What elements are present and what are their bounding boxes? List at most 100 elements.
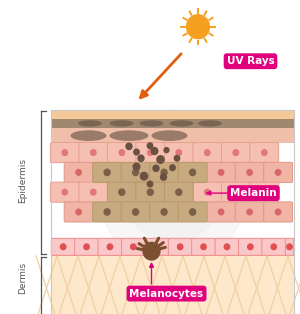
FancyBboxPatch shape: [264, 162, 292, 182]
Circle shape: [201, 244, 206, 250]
FancyBboxPatch shape: [168, 238, 192, 255]
Bar: [51, 128, 294, 143]
FancyBboxPatch shape: [250, 182, 279, 202]
FancyBboxPatch shape: [64, 162, 93, 182]
FancyBboxPatch shape: [264, 202, 292, 222]
Circle shape: [140, 172, 148, 180]
Circle shape: [161, 209, 167, 215]
Bar: [51, 110, 294, 314]
FancyBboxPatch shape: [250, 143, 279, 163]
Circle shape: [98, 110, 247, 267]
Circle shape: [170, 165, 175, 171]
Circle shape: [176, 150, 182, 155]
Circle shape: [84, 244, 89, 250]
Circle shape: [190, 169, 196, 176]
FancyBboxPatch shape: [193, 143, 222, 163]
Circle shape: [126, 143, 132, 149]
Ellipse shape: [198, 120, 222, 127]
Circle shape: [119, 150, 124, 155]
Circle shape: [91, 189, 96, 195]
Circle shape: [164, 148, 169, 153]
Circle shape: [154, 244, 160, 250]
FancyBboxPatch shape: [121, 162, 150, 182]
Bar: [51, 256, 294, 314]
Circle shape: [233, 189, 238, 195]
Circle shape: [143, 242, 160, 260]
FancyBboxPatch shape: [50, 143, 79, 163]
Circle shape: [131, 244, 136, 250]
FancyBboxPatch shape: [164, 182, 193, 202]
Circle shape: [147, 181, 153, 187]
Circle shape: [62, 189, 68, 195]
Ellipse shape: [152, 130, 188, 141]
FancyBboxPatch shape: [79, 182, 108, 202]
FancyBboxPatch shape: [235, 162, 264, 182]
FancyBboxPatch shape: [164, 143, 193, 163]
Circle shape: [122, 135, 224, 242]
Circle shape: [161, 169, 167, 176]
FancyBboxPatch shape: [145, 238, 169, 255]
Circle shape: [178, 244, 183, 250]
Circle shape: [157, 156, 164, 163]
Circle shape: [271, 244, 276, 250]
Text: Dermis: Dermis: [18, 262, 27, 294]
Circle shape: [153, 165, 159, 171]
Bar: [51, 110, 294, 119]
FancyBboxPatch shape: [207, 162, 236, 182]
FancyBboxPatch shape: [193, 182, 222, 202]
Ellipse shape: [169, 120, 194, 127]
Circle shape: [119, 189, 125, 195]
FancyBboxPatch shape: [215, 238, 239, 255]
Text: Epidermis: Epidermis: [18, 158, 27, 203]
Circle shape: [133, 169, 139, 176]
Circle shape: [62, 150, 68, 155]
Circle shape: [275, 170, 281, 175]
FancyBboxPatch shape: [235, 202, 264, 222]
Ellipse shape: [70, 130, 106, 141]
Text: Melanin: Melanin: [230, 188, 277, 198]
FancyBboxPatch shape: [98, 238, 122, 255]
FancyBboxPatch shape: [221, 143, 250, 163]
FancyBboxPatch shape: [50, 182, 79, 202]
Circle shape: [190, 209, 196, 215]
FancyBboxPatch shape: [150, 202, 178, 222]
Circle shape: [134, 149, 139, 155]
FancyBboxPatch shape: [221, 182, 250, 202]
FancyBboxPatch shape: [262, 238, 286, 255]
Circle shape: [147, 143, 153, 149]
FancyBboxPatch shape: [136, 182, 165, 202]
Circle shape: [262, 150, 267, 155]
Circle shape: [262, 189, 267, 195]
Bar: [51, 119, 294, 128]
FancyBboxPatch shape: [178, 202, 207, 222]
Circle shape: [151, 148, 158, 154]
Text: Melanocytes: Melanocytes: [129, 289, 204, 299]
Circle shape: [138, 155, 144, 161]
FancyBboxPatch shape: [285, 238, 294, 255]
Circle shape: [91, 150, 96, 155]
Circle shape: [218, 170, 224, 175]
Circle shape: [76, 170, 81, 175]
FancyBboxPatch shape: [207, 202, 236, 222]
Circle shape: [133, 209, 139, 215]
Circle shape: [224, 244, 230, 250]
Ellipse shape: [78, 120, 102, 127]
Circle shape: [205, 189, 210, 195]
Ellipse shape: [110, 130, 148, 141]
Circle shape: [248, 244, 253, 250]
FancyBboxPatch shape: [93, 162, 122, 182]
FancyBboxPatch shape: [136, 143, 165, 163]
FancyBboxPatch shape: [79, 143, 108, 163]
FancyBboxPatch shape: [150, 162, 178, 182]
FancyBboxPatch shape: [121, 202, 150, 222]
Circle shape: [107, 244, 112, 250]
Circle shape: [187, 15, 209, 39]
Circle shape: [205, 150, 210, 155]
Ellipse shape: [110, 120, 134, 127]
Circle shape: [76, 209, 81, 215]
Circle shape: [218, 209, 224, 215]
Circle shape: [104, 169, 110, 176]
FancyBboxPatch shape: [192, 238, 215, 255]
Circle shape: [176, 189, 182, 195]
Circle shape: [247, 170, 252, 175]
